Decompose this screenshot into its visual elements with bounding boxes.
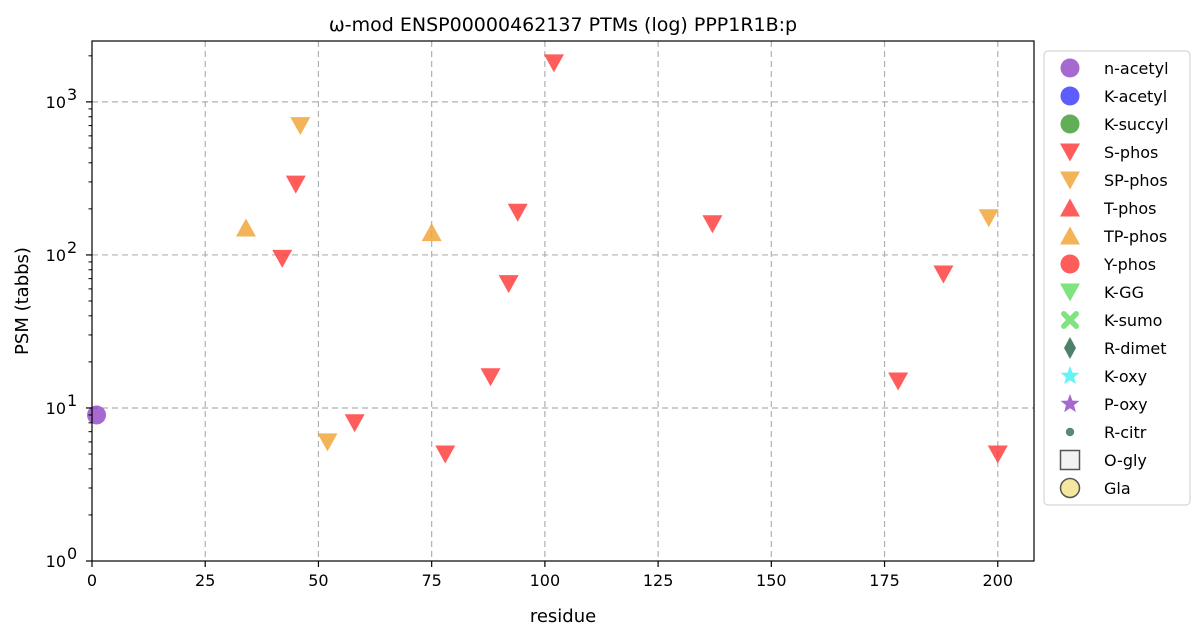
legend-label: n-acetyl xyxy=(1104,59,1169,78)
legend-marker-R-dimet xyxy=(1064,337,1076,359)
data-point-S-phos xyxy=(285,175,306,194)
legend-label: K-oxy xyxy=(1104,367,1147,386)
data-point-S-phos xyxy=(435,445,456,464)
legend-label: R-citr xyxy=(1104,423,1147,442)
legend-marker-R-citr xyxy=(1065,427,1075,437)
y-tick-exponent: 2 xyxy=(67,238,77,257)
data-point-S-phos xyxy=(507,203,528,222)
data-point-SP-phos xyxy=(978,209,999,228)
legend-label: SP-phos xyxy=(1104,171,1168,190)
data-point-S-phos xyxy=(480,368,501,387)
legend-marker-Y-phos xyxy=(1060,254,1080,274)
legend-label: T-phos xyxy=(1103,199,1157,218)
data-point-S-phos xyxy=(702,215,723,234)
legend-box xyxy=(1043,50,1191,506)
data-point-TP-phos xyxy=(235,218,256,237)
y-tick-exponent: 3 xyxy=(67,85,77,104)
data-point-S-phos xyxy=(272,249,293,268)
y-tick-label: 10 xyxy=(46,399,66,418)
data-point-S-phos xyxy=(888,372,909,391)
y-tick-label: 10 xyxy=(46,246,66,265)
data-points xyxy=(87,54,1008,464)
data-point-S-phos xyxy=(933,265,954,284)
data-point-SP-phos xyxy=(317,433,338,452)
legend-marker-K-succyl xyxy=(1060,114,1080,134)
grid-lines xyxy=(92,41,1034,561)
x-tick-label: 75 xyxy=(421,571,441,590)
legend-label: K-sumo xyxy=(1104,311,1162,330)
data-point-SP-phos xyxy=(290,117,311,136)
y-tick-label: 10 xyxy=(46,93,66,112)
y-tick-exponent: 1 xyxy=(67,391,77,410)
legend-marker-S-phos xyxy=(1060,143,1080,162)
x-axis-title: residue xyxy=(530,606,596,627)
y-tick-label: 10 xyxy=(46,552,66,571)
legend-label: O-gly xyxy=(1104,451,1147,470)
data-point-S-phos xyxy=(987,445,1008,464)
legend-marker-K-acetyl xyxy=(1060,86,1080,106)
legend-label: K-succyl xyxy=(1104,115,1169,134)
plot-area-frame xyxy=(91,40,1035,562)
chart-title: ω-mod ENSP00000462137 PTMs (log) PPP1R1B… xyxy=(329,14,797,36)
legend-marker-T-phos xyxy=(1060,198,1080,217)
legend-label: Y-phos xyxy=(1103,255,1156,274)
data-point-S-phos xyxy=(543,54,564,73)
legend-marker-K-sumo xyxy=(1061,311,1079,329)
data-point-TP-phos xyxy=(421,223,442,242)
y-axis-title: PSM (tabbs) xyxy=(12,247,33,355)
x-tick-label: 200 xyxy=(982,571,1013,590)
x-axis-ticks: 0 25 50 75 100 125 150 175 200 xyxy=(87,561,1013,590)
legend-label: Gla xyxy=(1104,479,1131,498)
legend: n-acetyl K-acetyl K-succyl S-phos SP-phos T-p… xyxy=(1043,50,1191,506)
legend-marker-SP-phos xyxy=(1060,171,1080,190)
legend-marker-n-acetyl xyxy=(1060,58,1080,78)
x-tick-label: 100 xyxy=(530,571,561,590)
data-point-S-phos xyxy=(344,414,365,433)
legend-marker-Gla xyxy=(1059,477,1081,499)
x-tick-label: 125 xyxy=(643,571,674,590)
legend-marker-K-oxy xyxy=(1060,366,1080,385)
legend-marker-O-gly xyxy=(1059,449,1081,471)
legend-marker-K-GG xyxy=(1060,283,1080,302)
legend-label: R-dimet xyxy=(1104,339,1167,358)
x-tick-label: 175 xyxy=(869,571,900,590)
y-tick-exponent: 0 xyxy=(67,544,77,563)
legend-marker-P-oxy xyxy=(1060,394,1080,413)
legend-label: S-phos xyxy=(1104,143,1158,162)
data-point-S-phos xyxy=(498,275,519,294)
legend-label: K-acetyl xyxy=(1104,87,1167,106)
legend-label: TP-phos xyxy=(1103,227,1167,246)
x-tick-label: 25 xyxy=(195,571,215,590)
legend-marker-TP-phos xyxy=(1060,226,1080,245)
x-tick-label: 150 xyxy=(756,571,787,590)
x-tick-label: 0 xyxy=(87,571,97,590)
legend-label: P-oxy xyxy=(1104,395,1148,414)
legend-label: K-GG xyxy=(1104,283,1144,302)
x-tick-label: 50 xyxy=(308,571,328,590)
